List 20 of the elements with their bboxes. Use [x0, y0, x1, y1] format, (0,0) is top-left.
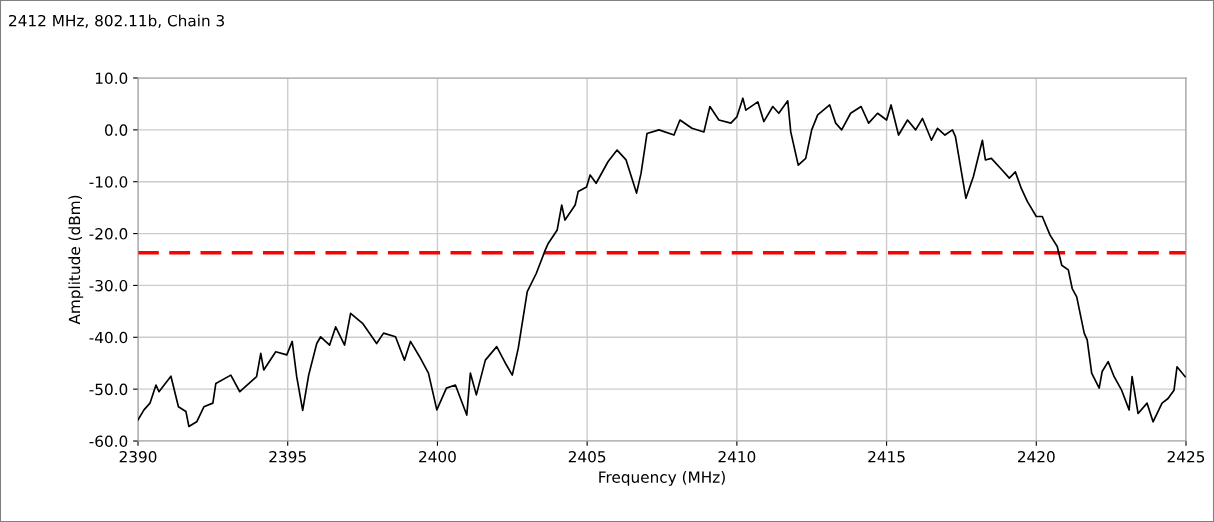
y-tick-label: -50.0 — [89, 383, 128, 396]
x-tick-label: 2400 — [419, 450, 456, 463]
line-series — [138, 97, 1186, 428]
y-tick-label: -60.0 — [89, 435, 128, 448]
x-axis-title: Frequency (MHz) — [599, 471, 725, 486]
x-tick-label: 2425 — [1167, 450, 1205, 463]
y-tick-label: -10.0 — [89, 176, 128, 188]
chart-title: 2412 MHz, 802.11b, Chain 3 — [9, 14, 224, 28]
y-tick-label: -20.0 — [89, 228, 128, 240]
x-tick-label: 2410 — [718, 450, 756, 463]
x-tick-label: 2415 — [868, 450, 905, 463]
y-tick-label: 10.0 — [95, 72, 128, 85]
x-tick-label: 2395 — [269, 450, 306, 463]
x-tick-label: 2405 — [568, 450, 606, 463]
y-tick-label: -30.0 — [89, 279, 128, 292]
y-axis-title: Amplitude (dBm) — [68, 195, 84, 325]
y-tick-label: 0.0 — [104, 124, 128, 136]
y-tick-label: -40.0 — [89, 331, 128, 344]
x-tick-label: 2420 — [1017, 450, 1055, 463]
x-tick-label: 2390 — [119, 450, 157, 463]
